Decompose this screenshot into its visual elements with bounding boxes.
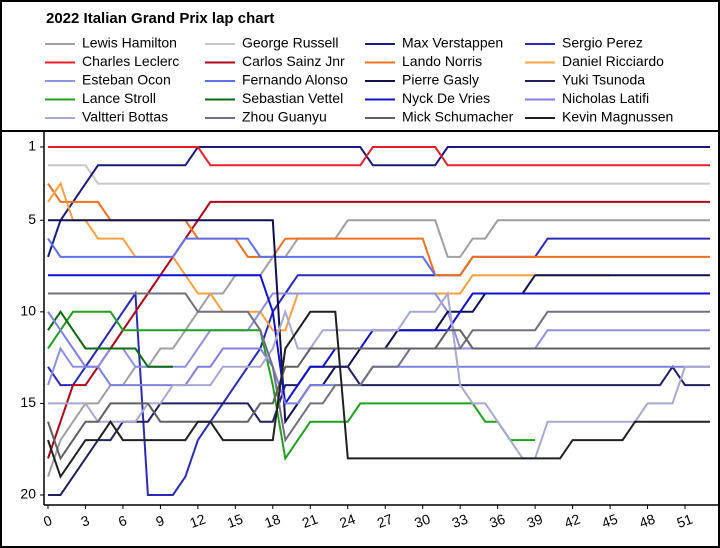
legend-label: Carlos Sainz Jnr — [242, 53, 345, 69]
legend-label: Esteban Ocon — [82, 72, 171, 88]
series-line — [48, 146, 710, 167]
series-line — [47, 329, 710, 461]
x-tick-label: 42 — [562, 511, 582, 531]
x-tick-label: 18 — [262, 511, 282, 531]
x-tick-label: 51 — [675, 511, 695, 531]
series-line — [47, 146, 710, 258]
series-line — [47, 200, 710, 459]
y-tick-label: 1 — [28, 138, 36, 154]
x-tick-label: 36 — [487, 511, 507, 531]
legend-label: Kevin Magnussen — [562, 109, 673, 125]
x-tick-label: 24 — [337, 511, 357, 531]
series-line — [48, 290, 710, 460]
legend-label: Daniel Ricciardo — [562, 53, 664, 69]
legend-label: Max Verstappen — [402, 35, 503, 51]
x-tick-label: 27 — [375, 511, 395, 531]
series-line — [48, 292, 710, 443]
legend-label: Nyck De Vries — [402, 90, 490, 106]
x-tick-label: 39 — [525, 511, 545, 531]
legend-label: Yuki Tsunoda — [562, 72, 645, 88]
legend-label: Charles Leclerc — [82, 53, 179, 69]
series-line — [47, 237, 437, 276]
x-tick-label: 21 — [300, 511, 320, 531]
x-tick-label: 48 — [637, 511, 657, 531]
legend-label: Lance Stroll — [82, 90, 156, 106]
y-tick-label: 15 — [20, 394, 36, 410]
legend-label: George Russell — [242, 35, 339, 51]
legend-label: Zhou Guanyu — [242, 109, 327, 125]
legend-label: Valtteri Bottas — [82, 109, 168, 125]
y-tick-label: 20 — [20, 486, 36, 502]
legend-label: Sebastian Vettel — [242, 90, 343, 106]
x-tick-label: 45 — [600, 511, 620, 531]
series-line — [48, 164, 710, 185]
series-line — [47, 237, 710, 496]
y-tick-label: 5 — [28, 211, 36, 227]
legend-label: Fernando Alonso — [242, 72, 348, 88]
series-line — [47, 310, 173, 368]
series-line — [47, 219, 710, 478]
series-line — [47, 310, 710, 479]
x-tick-label: 15 — [225, 511, 245, 531]
series-line — [47, 310, 536, 462]
legend-label: Pierre Gasly — [402, 72, 479, 88]
legend-label: Lando Norris — [402, 53, 482, 69]
x-tick-label: 33 — [450, 511, 470, 531]
chart-title: 2022 Italian Grand Prix lap chart — [46, 10, 274, 27]
y-tick-label: 10 — [20, 303, 36, 319]
legend-label: Sergio Perez — [562, 35, 643, 51]
legend-label: Mick Schumacher — [402, 109, 514, 125]
legend-label: Lewis Hamilton — [82, 35, 177, 51]
legend-label: Nicholas Latifi — [562, 90, 649, 106]
series-line — [48, 365, 710, 496]
x-tick-label: 12 — [187, 511, 207, 531]
x-tick-label: 30 — [412, 511, 432, 531]
